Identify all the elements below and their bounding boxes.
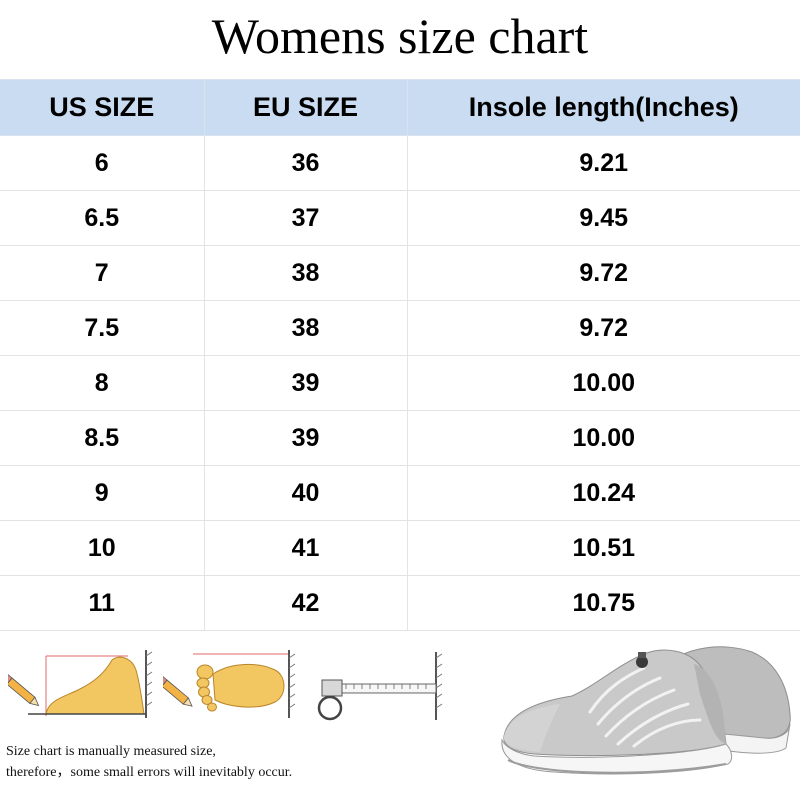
us-size-cell: 9 bbox=[0, 465, 205, 521]
page-title: Womens size chart bbox=[211, 8, 589, 64]
us-size-cell: 11 bbox=[0, 575, 205, 631]
header-insole-length: Insole length(Inches) bbox=[406, 79, 800, 136]
eu-size-cell: 42 bbox=[203, 575, 408, 631]
foot-top-icon bbox=[163, 650, 296, 718]
eu-size-cell: 40 bbox=[203, 465, 408, 521]
table-row: 9 40 10.24 bbox=[0, 465, 800, 521]
us-size-cell: 7 bbox=[0, 245, 205, 301]
us-size-cell: 10 bbox=[0, 520, 205, 576]
table-header-row: US SIZE EU SIZE Insole length(Inches) bbox=[0, 79, 800, 136]
table-row: 6 36 9.21 bbox=[0, 135, 800, 191]
us-size-cell: 7.5 bbox=[0, 300, 205, 356]
us-size-cell: 6.5 bbox=[0, 190, 205, 246]
insole-length-cell: 10.00 bbox=[406, 410, 800, 466]
insole-length-cell: 10.00 bbox=[406, 355, 800, 411]
eu-size-cell: 39 bbox=[203, 410, 408, 466]
insole-length-cell: 10.75 bbox=[406, 575, 800, 631]
insole-length-cell: 9.21 bbox=[406, 135, 800, 191]
eu-size-cell: 37 bbox=[203, 190, 408, 246]
note-line-2: therefore，some small errors will inevita… bbox=[6, 765, 293, 780]
table-row: 6.5 37 9.45 bbox=[0, 190, 800, 246]
table-row: 7.5 38 9.72 bbox=[0, 300, 800, 356]
foot-side-icon bbox=[8, 650, 153, 718]
eu-size-cell: 39 bbox=[203, 355, 408, 411]
insole-length-cell: 9.72 bbox=[406, 245, 800, 301]
header-eu-size: EU SIZE bbox=[203, 79, 408, 136]
eu-size-cell: 36 bbox=[203, 135, 408, 191]
size-table: US SIZE EU SIZE Insole length(Inches) 6 … bbox=[0, 79, 800, 631]
us-size-cell: 8.5 bbox=[0, 410, 205, 466]
table-row: 8.5 39 10.00 bbox=[0, 410, 800, 466]
table-row: 10 41 10.51 bbox=[0, 520, 800, 576]
table-row: 11 42 10.75 bbox=[0, 575, 800, 631]
ruler-measure-icon bbox=[317, 652, 443, 721]
eu-size-cell: 38 bbox=[203, 300, 408, 356]
sneaker-image bbox=[501, 646, 791, 775]
insole-length-cell: 10.51 bbox=[406, 520, 800, 576]
table-row: 7 38 9.72 bbox=[0, 245, 800, 301]
us-size-cell: 8 bbox=[0, 355, 205, 411]
measurement-note: Size chart is manually measured size, th… bbox=[6, 741, 486, 783]
note-line-1: Size chart is manually measured size, bbox=[6, 744, 216, 759]
eu-size-cell: 38 bbox=[203, 245, 408, 301]
insole-length-cell: 9.72 bbox=[406, 300, 800, 356]
header-us-size: US SIZE bbox=[0, 79, 205, 136]
insole-length-cell: 9.45 bbox=[406, 190, 800, 246]
insole-length-cell: 10.24 bbox=[406, 465, 800, 521]
eu-size-cell: 41 bbox=[203, 520, 408, 576]
table-row: 8 39 10.00 bbox=[0, 355, 800, 411]
us-size-cell: 6 bbox=[0, 135, 205, 191]
